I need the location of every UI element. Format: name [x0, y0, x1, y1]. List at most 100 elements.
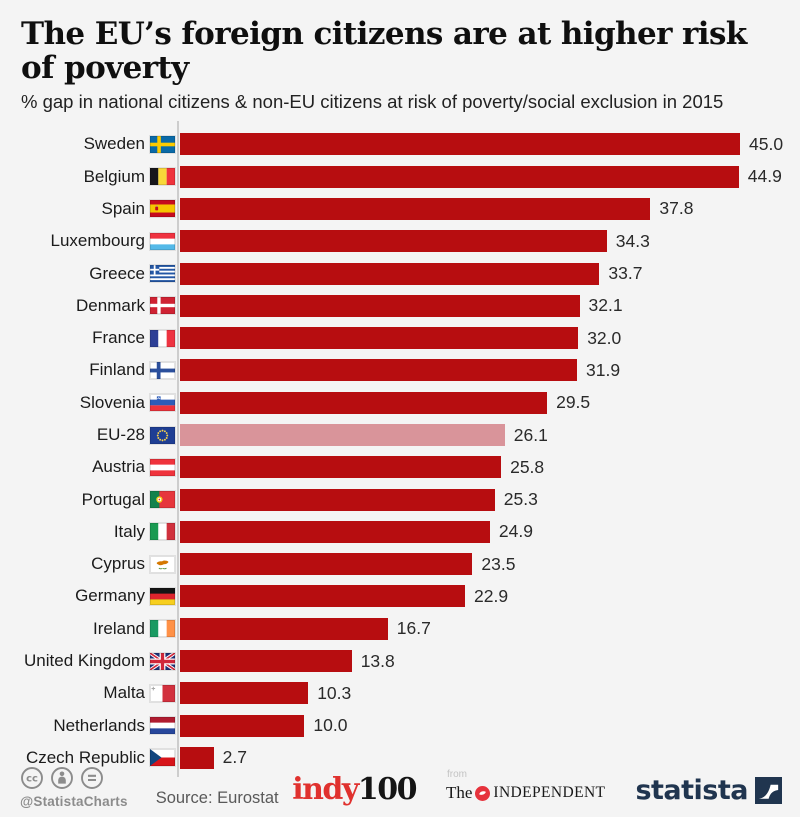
value-label: 24.9 — [498, 521, 533, 542]
country-label: Austria — [92, 457, 145, 477]
bar-track: 23.5 — [175, 553, 800, 576]
chart-title: The EU’s foreign citizens are at higher … — [21, 16, 747, 87]
chart-row: Netherlands 10.0 — [0, 710, 800, 742]
flag-fi-icon — [150, 361, 175, 379]
flag-lu-icon — [150, 232, 175, 250]
chart-row: Greece 33.7 — [0, 257, 800, 289]
flag-mt-icon — [150, 684, 175, 702]
country-label: EU-28 — [96, 425, 145, 444]
bar-track: 16.7 — [175, 617, 800, 640]
country-label: Czech Republic — [25, 747, 145, 767]
source-label: Source: Eurostat — [155, 789, 279, 807]
bar-rows: Sweden 45.0 Belgium 44.9 Spain 37.8 Luxembourg… — [0, 128, 800, 774]
value-bar — [180, 359, 577, 382]
value-bar — [180, 230, 607, 253]
value-bar — [180, 294, 580, 317]
value-bar — [180, 456, 502, 479]
independent-logo-row: The INDEPENDENT — [446, 783, 605, 803]
flag-dk-icon — [150, 297, 175, 315]
value-bar — [180, 133, 740, 156]
indy100-logo: indy100 — [292, 772, 418, 807]
chart-row: Belgium 44.9 — [0, 160, 800, 192]
chart-row: Luxembourg 34.3 — [0, 225, 800, 257]
country-label: Malta — [103, 683, 145, 703]
chart-row: Denmark 32.1 — [0, 290, 800, 322]
value-label: 32.1 — [588, 295, 623, 316]
indy100-logo-black-text: 100 — [357, 772, 418, 807]
flag-eu-icon — [150, 426, 175, 444]
country-label: Luxembourg — [50, 231, 145, 251]
statista-swoosh-icon — [755, 776, 782, 804]
bar-track: 10.3 — [175, 682, 800, 705]
value-label: 25.8 — [510, 456, 545, 477]
value-bar — [180, 391, 548, 414]
chart-row: Portugal 25.3 — [0, 483, 800, 515]
value-bar — [180, 650, 352, 673]
value-label: 22.9 — [474, 585, 509, 606]
value-bar — [180, 682, 309, 705]
chart-row: Cyprus 23.5 — [0, 548, 800, 580]
chart-row: Slovenia 29.5 — [0, 387, 800, 419]
bar-track: 2.7 — [175, 746, 800, 769]
country-label: Denmark — [76, 295, 145, 315]
footer-logos: indy100 from The INDEPENDENT statista — [292, 769, 782, 809]
independent-the-text: The — [445, 783, 473, 802]
country-label: United Kingdom — [24, 651, 145, 671]
chart-header: The EU’s foreign citizens are at higher … — [0, 0, 800, 113]
bar-track: 37.8 — [175, 197, 800, 220]
axis-baseline — [177, 121, 179, 778]
chart-row: Malta 10.3 — [0, 677, 800, 709]
no-derivatives-icon — [80, 766, 104, 790]
bar-track: 24.9 — [175, 520, 800, 543]
flag-cz-icon — [150, 749, 175, 767]
country-label: Portugal — [81, 489, 145, 509]
country-label: Spain — [101, 198, 145, 218]
value-bar — [180, 520, 490, 543]
value-label: 10.3 — [317, 682, 352, 703]
bar-track: 25.8 — [175, 456, 800, 479]
country-label: Italy — [113, 521, 145, 541]
chart-row: France 32.0 — [0, 322, 800, 354]
flag-gb-icon — [150, 652, 175, 670]
independent-from-text: from — [446, 769, 467, 780]
independent-eagle-icon — [475, 785, 491, 801]
chart-row: Italy 24.9 — [0, 516, 800, 548]
bar-chart: Sweden 45.0 Belgium 44.9 Spain 37.8 Luxembourg… — [0, 121, 800, 778]
country-label: Netherlands — [53, 715, 145, 735]
bar-track: 32.1 — [175, 294, 800, 317]
flag-at-icon — [150, 458, 175, 476]
value-label: 2.7 — [222, 747, 247, 768]
bar-track: 32.0 — [175, 327, 800, 350]
country-label: Germany — [75, 586, 145, 606]
chart-row: Spain 37.8 — [0, 193, 800, 225]
statista-logo-text: statista — [635, 774, 748, 806]
bar-track: 25.3 — [175, 488, 800, 511]
chart-row: Czech Republic 2.7 — [0, 742, 800, 774]
value-bar — [180, 424, 505, 446]
license-icons: cc — [20, 766, 128, 790]
indy100-logo-red-text: indy — [292, 772, 359, 807]
value-label: 25.3 — [503, 489, 538, 510]
value-label: 26.1 — [513, 424, 548, 445]
value-bar — [180, 262, 600, 285]
value-label: 44.9 — [747, 166, 782, 187]
bar-track: 13.8 — [175, 650, 800, 673]
cc-icon: cc — [20, 766, 44, 790]
value-bar — [180, 746, 214, 769]
attribution-icon — [50, 766, 74, 790]
chart-row: Ireland 16.7 — [0, 613, 800, 645]
independent-name-text: INDEPENDENT — [493, 784, 606, 801]
value-label: 16.7 — [396, 618, 431, 639]
flag-se-icon — [150, 135, 175, 153]
flag-it-icon — [150, 523, 175, 541]
chart-row: EU-28 26.1 — [0, 419, 800, 451]
value-label: 34.3 — [615, 230, 650, 251]
license-block: cc @StatistaCharts — [20, 766, 128, 809]
independent-logo: from The INDEPENDENT — [446, 769, 605, 803]
bar-track: 26.1 — [175, 424, 800, 446]
svg-text:cc: cc — [26, 774, 38, 785]
value-label: 33.7 — [608, 263, 643, 284]
footer-left: cc @StatistaCharts Source: Eurostat — [20, 766, 279, 809]
flag-be-icon — [150, 168, 175, 186]
